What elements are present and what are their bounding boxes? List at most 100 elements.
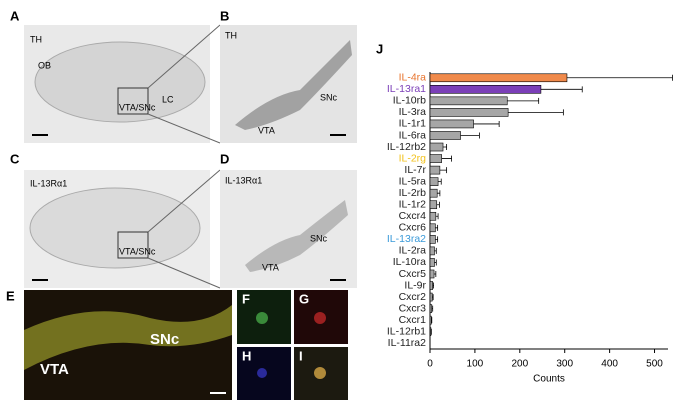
region-label: VTA	[40, 361, 69, 378]
panel-label: H	[242, 348, 251, 363]
y-tick-label: Cxcr1	[399, 314, 427, 326]
panel-label: F	[242, 291, 250, 306]
y-tick-label: Cxcr4	[399, 210, 427, 222]
brain-section	[30, 188, 200, 268]
error-bar	[474, 121, 500, 127]
panel-label: G	[299, 291, 309, 306]
error-bar	[461, 132, 480, 138]
error-bar	[438, 179, 441, 185]
error-bar	[440, 167, 447, 173]
region-label: OB	[38, 60, 51, 70]
bar	[430, 178, 438, 186]
y-tick-label: IL-3ra	[399, 106, 427, 118]
y-tick-label: IL-10ra	[393, 256, 426, 268]
error-bar	[567, 75, 673, 81]
error-bar	[442, 156, 452, 162]
error-bar	[541, 86, 582, 92]
error-bar	[437, 190, 440, 196]
y-tick-label: IL-9r	[404, 279, 426, 291]
panel-label: C	[10, 151, 20, 166]
stain-label: TH	[30, 34, 42, 44]
y-tick-label: Cxcr3	[399, 302, 427, 314]
bar	[430, 224, 435, 232]
error-bar	[436, 213, 438, 219]
y-tick-label: IL-4ra	[399, 72, 427, 84]
panel-label: J	[376, 41, 383, 56]
bar	[430, 270, 434, 278]
bar	[430, 166, 440, 174]
bar	[430, 143, 443, 151]
bar	[430, 189, 437, 197]
error-bar	[435, 236, 437, 242]
region-label: VTA	[262, 262, 279, 272]
bar	[430, 258, 434, 266]
cell	[256, 312, 268, 324]
cell	[314, 312, 326, 324]
bar	[430, 247, 434, 255]
panel-label: A	[10, 8, 20, 23]
bar	[430, 108, 508, 116]
y-tick-label: IL-7r	[404, 164, 426, 176]
region-label: SNc	[320, 92, 338, 102]
cell	[257, 368, 267, 378]
y-tick-label: IL-12rb1	[387, 325, 426, 337]
y-tick-label: IL-2rg	[399, 152, 427, 164]
error-bar	[507, 98, 538, 104]
y-tick-label: IL-1r1	[399, 118, 427, 130]
region-label: VTA/SNc	[119, 102, 156, 112]
error-bar	[443, 144, 447, 150]
bar	[430, 85, 541, 93]
region-label: VTA	[258, 125, 275, 135]
region-label: SNc	[310, 233, 328, 243]
error-bar	[435, 225, 437, 231]
bar	[430, 235, 435, 243]
stain-label: TH	[225, 30, 237, 40]
y-tick-label: IL-11ra2	[388, 337, 426, 349]
y-tick-label: Cxcr5	[399, 268, 427, 280]
bar	[430, 97, 507, 105]
stain-label: IL-13Rα1	[30, 178, 67, 188]
x-tick-label: 0	[427, 359, 433, 370]
x-tick-label: 500	[646, 359, 663, 370]
panel-label: I	[299, 348, 303, 363]
region-label: SNc	[150, 331, 179, 348]
y-tick-label: IL-13ra2	[387, 233, 426, 245]
bar	[430, 155, 442, 163]
bar	[430, 74, 567, 82]
bar	[430, 120, 474, 128]
panel-label: E	[6, 288, 15, 303]
bar	[430, 293, 432, 301]
y-tick-label: IL-1r2	[399, 199, 427, 211]
panel-label: D	[220, 151, 229, 166]
micrograph	[220, 170, 357, 288]
x-tick-label: 100	[467, 359, 484, 370]
error-bar	[508, 109, 563, 115]
y-tick-label: Cxcr6	[399, 222, 427, 234]
error-bar	[437, 202, 440, 208]
bar	[430, 282, 433, 290]
x-axis-label: Counts	[533, 374, 565, 385]
cell	[314, 367, 326, 379]
y-tick-label: IL-5ra	[399, 175, 427, 187]
x-tick-label: 300	[556, 359, 573, 370]
y-tick-label: IL-13ra1	[387, 83, 426, 95]
x-tick-label: 400	[601, 359, 618, 370]
y-tick-label: IL-6ra	[399, 129, 427, 141]
y-tick-label: IL-2rb	[399, 187, 427, 199]
region-label: LC	[162, 94, 174, 104]
y-tick-label: IL-2ra	[399, 245, 427, 257]
stain-label: IL-13Rα1	[225, 175, 262, 185]
bar	[430, 212, 436, 220]
bar	[430, 328, 431, 336]
y-tick-label: IL-10rb	[393, 95, 426, 107]
x-tick-label: 200	[511, 359, 528, 370]
bar	[430, 201, 437, 209]
y-tick-label: Cxcr2	[399, 291, 427, 303]
region-label: VTA/SNc	[119, 246, 156, 256]
bar	[430, 316, 431, 324]
bar	[430, 305, 432, 313]
panel-label: B	[220, 8, 229, 23]
bar	[430, 131, 461, 139]
y-tick-label: IL-12rb2	[387, 141, 426, 153]
